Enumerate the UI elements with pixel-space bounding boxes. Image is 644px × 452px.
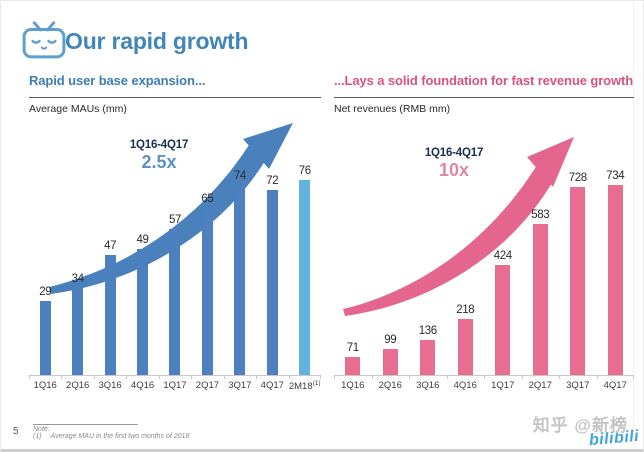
x-tick-label: 3Q17 [223, 374, 256, 392]
x-tick-label: 4Q17 [256, 374, 288, 392]
growth-annotation: 1Q16-4Q17 2.5x [99, 139, 219, 173]
bar [169, 229, 181, 375]
footnote: Note: (1) Average MAU in the first two mo… [33, 424, 189, 440]
x-tick-label: 3Q16 [93, 374, 126, 392]
annotation-multiple: 2.5x [141, 152, 177, 172]
bar [39, 301, 51, 375]
x-tick-label: 2Q17 [191, 374, 223, 392]
bar [72, 288, 84, 375]
bar-group: 136 [409, 325, 447, 375]
bar-group: 29 [29, 286, 61, 375]
series-label-revenue: Net revenues (RMB mm) [334, 103, 451, 115]
x-tick-label: 3Q16 [409, 375, 447, 391]
x-tick-label: 1Q16 [334, 375, 372, 391]
x-tick-label: 1Q17 [158, 374, 191, 392]
bar-value-label: 74 [233, 170, 246, 182]
bar-group: 728 [559, 172, 597, 375]
bar [382, 349, 398, 375]
bar [532, 224, 548, 375]
revenue-chart-panel: ...Lays a solid foundation for fast reve… [334, 73, 634, 391]
x-tick-label: 2M18(1) [288, 374, 321, 392]
bar-value-label: 34 [71, 273, 84, 285]
revenue-x-axis-labels: 1Q16 2Q16 3Q16 4Q16 1Q17 2Q17 3Q17 4Q17 [334, 375, 635, 391]
bar-group: 424 [484, 250, 522, 375]
bar-group: 76 [289, 165, 321, 375]
page-number: 5 [13, 426, 19, 437]
bar-group: 65 [191, 193, 223, 375]
bar-value-label: 734 [606, 170, 625, 182]
bar-value-label: 728 [568, 172, 587, 184]
section-title-users: Rapid user base expansion... [29, 73, 321, 98]
bar-value-label: 57 [168, 214, 181, 226]
bar-value-label: 72 [266, 175, 279, 187]
bar-value-label: 424 [493, 250, 512, 262]
bar [457, 319, 473, 375]
x-tick-label: 1Q17 [484, 375, 522, 391]
x-tick-label: 2Q17 [521, 375, 560, 391]
bar-group: 734 [597, 170, 635, 375]
x-tick-label: 4Q17 [596, 375, 635, 391]
bar-value-label: 47 [104, 240, 117, 252]
bar-group: 71 [334, 342, 372, 375]
bar-group: 49 [126, 234, 158, 375]
bar [201, 208, 213, 375]
bar-value-label: 99 [384, 334, 397, 346]
footnote-label: Note: [33, 424, 138, 433]
growth-annotation: 1Q16-4Q17 10x [389, 147, 519, 181]
x-tick-label: 4Q16 [446, 375, 485, 391]
bar-value-label: 65 [201, 193, 214, 205]
bar-value-label: 136 [418, 325, 437, 337]
section-title-revenue: ...Lays a solid foundation for fast reve… [334, 73, 634, 98]
page-title: Our rapid growth [65, 28, 249, 54]
annotation-range: 1Q16-4Q17 [129, 139, 189, 151]
bilibili-tv-icon [22, 21, 66, 59]
annotation-range: 1Q16-4Q17 [424, 147, 484, 159]
bar-group: 99 [372, 334, 410, 375]
bar-group: 47 [94, 240, 126, 375]
bar [420, 340, 436, 375]
x-tick-label: 2Q16 [61, 374, 93, 392]
bar [104, 255, 116, 375]
bar-group: 74 [224, 170, 256, 375]
mau-chart-panel: Rapid user base expansion... Average MAU… [29, 73, 321, 392]
bar-group: 72 [256, 175, 288, 375]
photo-edge-artifact [633, 1, 634, 449]
bar-group: 583 [522, 209, 560, 375]
bar [137, 249, 149, 375]
bar-group: 218 [447, 304, 485, 375]
bar-value-label: 71 [346, 342, 359, 354]
x-tick-label: 3Q17 [559, 375, 597, 391]
zhihu-watermark: 知乎 @新榜 [532, 416, 628, 435]
x-tick-label: 2Q16 [371, 375, 410, 391]
bar-value-label: 29 [39, 286, 52, 298]
bar-group: 57 [159, 214, 191, 375]
series-label-mau: Average MAUs (mm) [29, 103, 127, 115]
annotation-multiple: 10x [438, 160, 470, 180]
bar [607, 185, 623, 375]
bar-group: 34 [61, 273, 93, 375]
bar-value-label: 49 [136, 234, 149, 246]
bar [345, 357, 361, 375]
bar [234, 185, 246, 375]
mau-x-axis-labels: 1Q16 2Q16 3Q16 4Q16 1Q17 2Q17 3Q17 4Q17 2M18(1) [29, 374, 321, 392]
bar [495, 265, 511, 375]
bar-value-label: 218 [456, 304, 475, 316]
x-tick-label: 1Q16 [29, 374, 61, 392]
footnote-item: (1) Average MAU in the first two months o… [33, 433, 190, 440]
bar [570, 187, 586, 375]
bar [299, 180, 311, 375]
bar [266, 190, 278, 375]
bar-value-label: 76 [298, 165, 311, 177]
x-tick-label: 4Q16 [126, 374, 158, 392]
bar-value-label: 583 [531, 209, 550, 221]
